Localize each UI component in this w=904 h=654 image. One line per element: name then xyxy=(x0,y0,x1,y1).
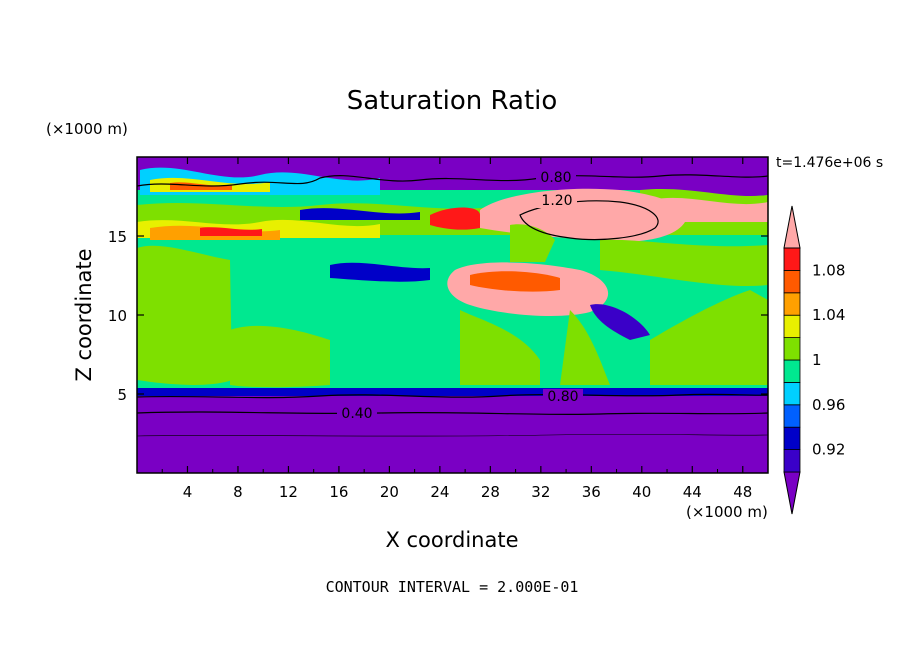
colorbar-label: 1.08 xyxy=(812,261,845,279)
field-upper-band-red xyxy=(200,227,262,236)
field-interface-blue xyxy=(137,388,768,396)
field-mid-patch-red xyxy=(470,271,560,292)
contour-lines xyxy=(137,174,768,437)
field-left-green xyxy=(137,245,232,385)
field-lower-green-c xyxy=(560,310,610,385)
x-tick-label: 8 xyxy=(233,483,243,501)
chart-title: Saturation Ratio xyxy=(346,86,558,116)
y-axis-unit: (×1000 m) xyxy=(46,120,128,138)
colorbar-label: 1.04 xyxy=(812,306,845,324)
contour-line-inner xyxy=(137,433,768,437)
x-tick-label: 28 xyxy=(481,483,500,501)
x-tick-label: 44 xyxy=(683,483,702,501)
contour-label-bg xyxy=(543,389,583,404)
field-lower-dry xyxy=(137,392,768,473)
colorbar-label: 0.96 xyxy=(812,396,845,414)
colorbar-label: 0.92 xyxy=(812,441,845,459)
colorbar-swatch xyxy=(783,359,801,383)
field-mid-patch-purple xyxy=(590,304,650,340)
field-lower-green-b xyxy=(460,310,540,385)
field-lower-green-a xyxy=(230,325,330,388)
x-axis-ticks: 4 8 12 16 20 24 28 32 36 40 44 48 xyxy=(161,157,752,501)
x-tick-label: 24 xyxy=(430,483,449,501)
colorbar-swatch xyxy=(783,269,801,294)
contour-label-bg xyxy=(337,406,377,421)
x-tick-label: 12 xyxy=(279,483,298,501)
colorbar-low-arrow xyxy=(783,471,801,515)
field-dry-patch-right xyxy=(640,160,768,197)
field-top-band-blue xyxy=(300,208,420,220)
contour-label-bg xyxy=(537,193,577,208)
colorbar-high-arrow xyxy=(783,205,801,249)
field-mid-patch-blue xyxy=(330,262,430,282)
contour-label: 0.80 xyxy=(547,389,578,405)
colorbar-label: 1 xyxy=(812,351,822,369)
colorbar-swatch xyxy=(783,314,801,339)
colorbar-swatch xyxy=(783,404,801,428)
x-axis-unit: (×1000 m) xyxy=(686,503,768,521)
x-axis-label: X coordinate xyxy=(385,528,519,552)
y-tick-label: 15 xyxy=(108,228,127,246)
x-tick-label: 16 xyxy=(329,483,348,501)
x-tick-label: 40 xyxy=(632,483,651,501)
field-upper-mid-green xyxy=(510,224,555,262)
field-lower-green-d xyxy=(650,290,768,385)
contour-label: 1.20 xyxy=(541,193,572,209)
field-cirrus-edge xyxy=(430,207,480,230)
colorbar: 0.92 0.96 1 1.04 1.08 xyxy=(783,205,845,515)
contour-line-080-upper xyxy=(137,174,768,187)
heatmap-field xyxy=(137,157,768,473)
contour-line-080-lower xyxy=(137,393,768,399)
contour-line-040 xyxy=(137,411,768,416)
colorbar-swatch xyxy=(783,449,801,473)
colorbar-swatch xyxy=(783,381,801,406)
contour-label: 0.80 xyxy=(540,170,571,186)
colorbar-swatch xyxy=(783,426,801,451)
x-tick-label: 20 xyxy=(380,483,399,501)
colorbar-swatch xyxy=(783,292,801,316)
x-tick-label: 4 xyxy=(183,483,193,501)
contour-label: 0.40 xyxy=(341,406,372,422)
x-tick-label: 48 xyxy=(733,483,752,501)
field-upper-right-green xyxy=(600,239,768,287)
contour-label-bg xyxy=(536,170,576,185)
colorbar-swatch xyxy=(783,247,801,271)
y-tick-label: 10 xyxy=(108,307,127,325)
contour-labels: 0.80 1.20 0.80 0.40 xyxy=(337,170,583,422)
y-tick-label: 5 xyxy=(117,386,127,404)
time-label: t=1.476e+06 s xyxy=(776,155,884,171)
y-axis-ticks: 5 10 15 xyxy=(108,228,768,404)
contour-interval-note: CONTOUR INTERVAL = 2.000E-01 xyxy=(325,578,579,596)
x-tick-label: 32 xyxy=(531,483,550,501)
x-tick-label: 36 xyxy=(582,483,601,501)
colorbar-swatch xyxy=(783,337,801,361)
